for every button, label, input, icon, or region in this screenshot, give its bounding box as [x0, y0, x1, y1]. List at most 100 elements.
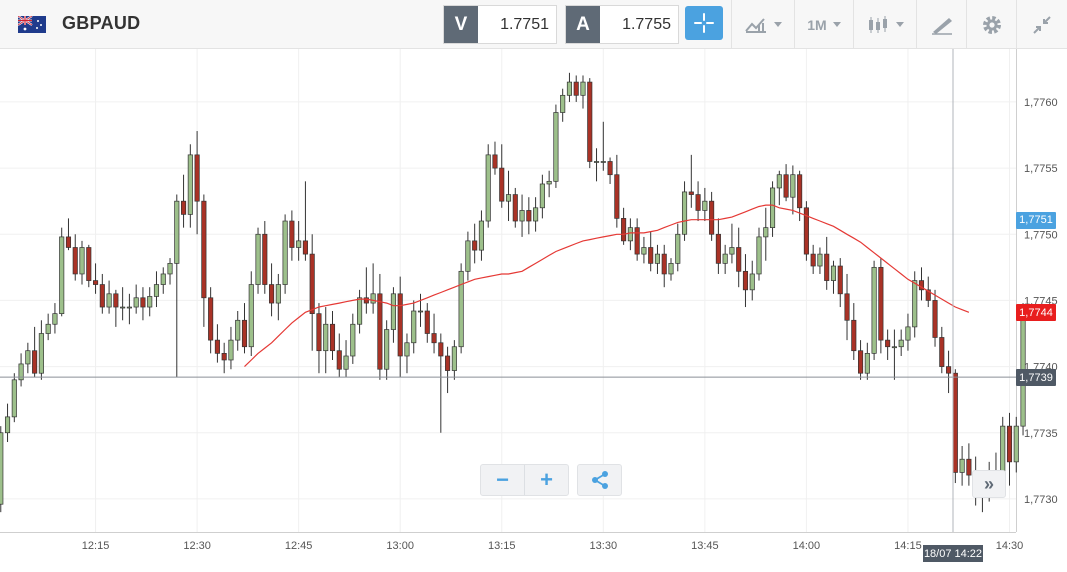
- buy-tag: A: [566, 6, 600, 43]
- candle-body-bullish: [959, 458, 965, 473]
- candle-body-bullish: [296, 240, 302, 248]
- candle-body-bullish: [133, 297, 139, 308]
- candle-body-bearish: [221, 353, 227, 361]
- candle-body-bullish: [451, 346, 457, 371]
- zoom-out-button[interactable]: −: [496, 467, 509, 492]
- chevron-down-icon: [832, 22, 841, 27]
- candle-body-bullish: [228, 339, 234, 361]
- candle-body-bearish: [803, 207, 809, 255]
- price-chart[interactable]: 1,77301,77351,77401,77451,77501,77551,77…: [0, 49, 1067, 572]
- candle-body-bullish: [817, 253, 823, 267]
- crosshair-button[interactable]: [685, 6, 723, 40]
- candle-body-bullish: [790, 174, 796, 198]
- zoom-divider: [524, 465, 525, 495]
- candle-body-bullish: [485, 154, 491, 222]
- time-axis-area: [0, 532, 1067, 572]
- settings-button[interactable]: [966, 0, 1016, 49]
- candle-body-bearish: [499, 167, 505, 202]
- candle-body-bearish: [648, 247, 654, 264]
- candle-body-bullish: [1000, 425, 1006, 476]
- candle-body-bullish: [593, 161, 600, 163]
- candle-body-bearish: [431, 333, 437, 344]
- candle-body-bullish: [627, 227, 633, 242]
- candle-body-bearish: [851, 319, 857, 352]
- x-tick-label: 13:45: [691, 540, 719, 552]
- candle-body-bearish: [113, 293, 119, 308]
- candle-body-bearish: [824, 253, 830, 281]
- candlestick-type-button[interactable]: [853, 0, 916, 49]
- candle-body-bullish: [255, 233, 261, 285]
- candle-body-bullish: [120, 306, 126, 309]
- candle-body-bearish: [614, 174, 620, 219]
- candle-body-bearish: [492, 154, 498, 169]
- share-icon: [591, 471, 608, 489]
- x-tick-label: 12:45: [285, 540, 313, 552]
- current-price-tag: 1,7751: [1016, 211, 1056, 229]
- candle-body-bearish: [946, 366, 952, 374]
- candle-body-bearish: [858, 350, 864, 374]
- candle-body-bearish: [214, 339, 220, 354]
- candle-body-bearish: [363, 297, 369, 304]
- candle-body-bullish: [478, 220, 484, 251]
- gb-au-flag-icon: [18, 16, 46, 33]
- candle-body-bearish: [289, 220, 295, 248]
- candle-body-bearish: [99, 284, 105, 308]
- candle-body-bullish: [59, 236, 65, 315]
- candle-body-bearish: [316, 313, 322, 352]
- candle-body-bullish: [323, 323, 329, 352]
- zoom-controls: − +: [480, 464, 569, 496]
- candle-body-bullish: [533, 207, 539, 222]
- crosshair-icon: [694, 13, 714, 33]
- share-button[interactable]: [577, 464, 622, 496]
- candle-body-bullish: [519, 210, 525, 222]
- candle-body-bearish: [438, 342, 444, 357]
- candle-body-bearish: [661, 253, 667, 275]
- candle-body-bearish: [140, 297, 146, 308]
- candle-body-bearish: [472, 240, 478, 251]
- candle-body-bearish: [878, 266, 884, 341]
- collapse-button[interactable]: [1016, 0, 1067, 49]
- chart-type-button[interactable]: [731, 0, 794, 49]
- candle-body-bearish: [621, 218, 627, 242]
- candle-body-bullish: [0, 432, 4, 505]
- candle-body-bearish: [742, 270, 749, 291]
- x-tick-label: 14:15: [894, 540, 922, 552]
- candle-body-bearish: [377, 293, 383, 370]
- candle-body-bearish: [65, 236, 72, 248]
- candle-body-bearish: [424, 310, 430, 334]
- sell-price-button[interactable]: V 1.7751: [443, 5, 557, 44]
- candle-body-bullish: [38, 333, 44, 374]
- candle-body-bullish: [18, 363, 24, 381]
- candle-body-bullish: [891, 346, 897, 349]
- plot-area: [0, 49, 1016, 532]
- candle-body-bearish: [837, 265, 843, 295]
- x-tick-label: 12:15: [82, 540, 110, 552]
- candle-body-bullish: [776, 174, 782, 189]
- candle-body-bearish: [302, 240, 308, 255]
- crosshair-price-tag: 1,7739: [1016, 369, 1056, 387]
- candle-body-bullish: [729, 247, 735, 255]
- candle-body-bullish: [546, 180, 552, 185]
- candle-body-bullish: [600, 161, 606, 163]
- candle-body-bearish: [512, 194, 518, 222]
- x-tick-label: 14:00: [793, 540, 821, 552]
- candle-body-bearish: [885, 339, 891, 348]
- candle-body-bearish: [715, 233, 721, 264]
- candle-body-bearish: [573, 81, 579, 96]
- buy-price-button[interactable]: A 1.7755: [565, 5, 679, 44]
- candle-body-bullish: [417, 310, 424, 313]
- candle-body-bullish: [11, 379, 17, 418]
- drawing-tools-button[interactable]: [916, 0, 966, 49]
- candlestick-icon: [869, 15, 887, 33]
- candle-body-bearish: [587, 81, 593, 162]
- candle-body-bullish: [560, 94, 566, 113]
- candle-body-bearish: [709, 200, 715, 235]
- candle-body-bullish: [763, 227, 769, 238]
- scroll-to-latest-button[interactable]: »: [972, 470, 1006, 498]
- timeframe-selector[interactable]: 1M: [794, 0, 853, 49]
- candle-body-bullish: [539, 183, 545, 209]
- zoom-in-button[interactable]: +: [540, 467, 553, 492]
- candle-body-bullish: [411, 310, 417, 344]
- candle-body-bullish: [912, 280, 918, 328]
